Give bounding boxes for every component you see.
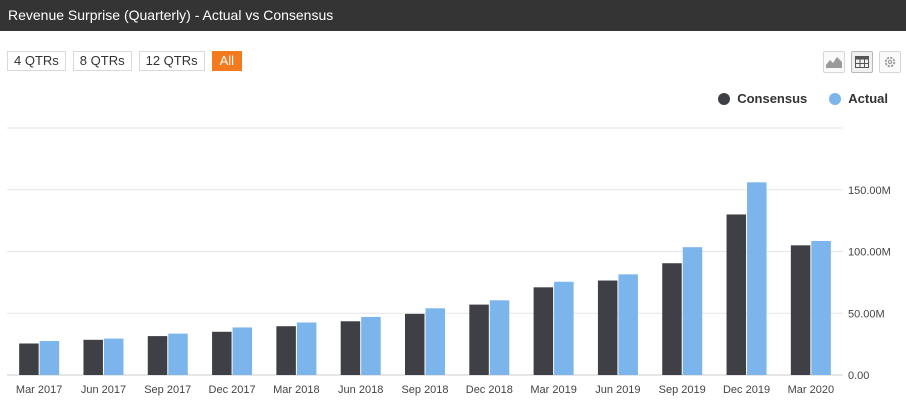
settings-button[interactable] bbox=[879, 51, 901, 73]
bar-consensus-jun-2019[interactable] bbox=[597, 280, 618, 375]
gear-icon bbox=[884, 56, 896, 68]
bar-consensus-sep-2018[interactable] bbox=[405, 313, 425, 375]
x-tick-label: Sep 2019 bbox=[659, 384, 706, 396]
x-tick-label: Jun 2019 bbox=[595, 384, 640, 396]
range-selector: 4 QTRs 8 QTRs 12 QTRs All bbox=[7, 51, 243, 71]
bar-actual-dec-2017[interactable] bbox=[232, 327, 253, 375]
x-tick-label: Mar 2019 bbox=[530, 384, 576, 396]
y-tick-label: 100.00M bbox=[848, 247, 891, 259]
x-tick-label: Dec 2017 bbox=[209, 384, 256, 396]
x-tick-label: Dec 2019 bbox=[723, 384, 770, 396]
bar-actual-mar-2017[interactable] bbox=[39, 341, 60, 375]
x-tick-label: Mar 2017 bbox=[16, 384, 62, 396]
bar-actual-jun-2017[interactable] bbox=[103, 338, 124, 375]
bar-consensus-mar-2020[interactable] bbox=[790, 245, 811, 375]
bar-consensus-dec-2017[interactable] bbox=[212, 331, 232, 375]
chart-legend: Consensus Actual bbox=[718, 91, 888, 106]
bar-actual-mar-2019[interactable] bbox=[554, 281, 574, 375]
y-tick-label: 150.00M bbox=[848, 185, 891, 197]
bar-actual-jun-2019[interactable] bbox=[618, 274, 638, 375]
bar-actual-mar-2018[interactable] bbox=[296, 322, 317, 375]
x-tick-label: Mar 2020 bbox=[788, 384, 834, 396]
bar-consensus-mar-2018[interactable] bbox=[276, 326, 296, 375]
bar-consensus-mar-2017[interactable] bbox=[19, 343, 39, 375]
bar-actual-sep-2018[interactable] bbox=[425, 308, 446, 375]
legend-label-actual: Actual bbox=[848, 91, 888, 106]
bar-consensus-sep-2019[interactable] bbox=[662, 263, 682, 375]
chart-title: Revenue Surprise (Quarterly) - Actual vs… bbox=[8, 7, 334, 23]
table-icon bbox=[855, 56, 869, 68]
bars-layer bbox=[19, 182, 831, 375]
bar-consensus-mar-2019[interactable] bbox=[533, 287, 554, 375]
chart-title-bar: Revenue Surprise (Quarterly) - Actual vs… bbox=[0, 0, 906, 31]
legend-item-actual[interactable]: Actual bbox=[829, 91, 888, 106]
x-tick-label: Dec 2018 bbox=[466, 384, 513, 396]
grid-lines bbox=[7, 127, 843, 376]
bar-actual-dec-2019[interactable] bbox=[747, 182, 767, 375]
legend-item-consensus[interactable]: Consensus bbox=[718, 91, 807, 106]
range-4-qtrs-button[interactable]: 4 QTRs bbox=[7, 51, 66, 71]
bar-actual-dec-2018[interactable] bbox=[489, 300, 510, 375]
y-tick-label: 0.00 bbox=[848, 370, 869, 382]
x-axis: Mar 2017 Jun 2017 Sep 2017 Dec 2017 Mar 2018… bbox=[16, 384, 834, 396]
area-chart-button[interactable] bbox=[823, 51, 845, 73]
bar-consensus-sep-2017[interactable] bbox=[147, 336, 168, 375]
range-12-qtrs-button[interactable]: 12 QTRs bbox=[138, 51, 205, 71]
bar-consensus-jun-2018[interactable] bbox=[340, 321, 361, 375]
legend-label-consensus: Consensus bbox=[737, 91, 808, 106]
x-tick-label: Mar 2018 bbox=[273, 384, 319, 396]
bar-consensus-jun-2017[interactable] bbox=[83, 339, 103, 375]
bar-actual-jun-2018[interactable] bbox=[361, 316, 381, 375]
x-tick-label: Sep 2017 bbox=[144, 384, 191, 396]
range-8-qtrs-button[interactable]: 8 QTRs bbox=[72, 51, 132, 71]
x-tick-label: Sep 2018 bbox=[401, 384, 448, 396]
y-tick-label: 50.00M bbox=[848, 308, 885, 320]
bar-consensus-dec-2018[interactable] bbox=[469, 304, 489, 375]
area-chart-icon bbox=[826, 57, 842, 68]
chart-toolbar bbox=[823, 51, 901, 73]
x-tick-label: Jun 2018 bbox=[338, 384, 383, 396]
legend-marker-actual bbox=[829, 92, 842, 105]
bar-actual-sep-2017[interactable] bbox=[168, 333, 188, 375]
bar-consensus-dec-2019[interactable] bbox=[726, 214, 747, 375]
range-all-button[interactable]: All bbox=[211, 51, 243, 71]
table-view-button[interactable] bbox=[851, 51, 873, 73]
bar-actual-sep-2019[interactable] bbox=[682, 247, 703, 375]
legend-marker-consensus bbox=[718, 92, 731, 105]
bar-actual-mar-2020[interactable] bbox=[811, 241, 831, 375]
y-axis: 0.00 50.00M 100.00M 150.00M bbox=[848, 185, 891, 382]
x-tick-label: Jun 2017 bbox=[81, 384, 126, 396]
